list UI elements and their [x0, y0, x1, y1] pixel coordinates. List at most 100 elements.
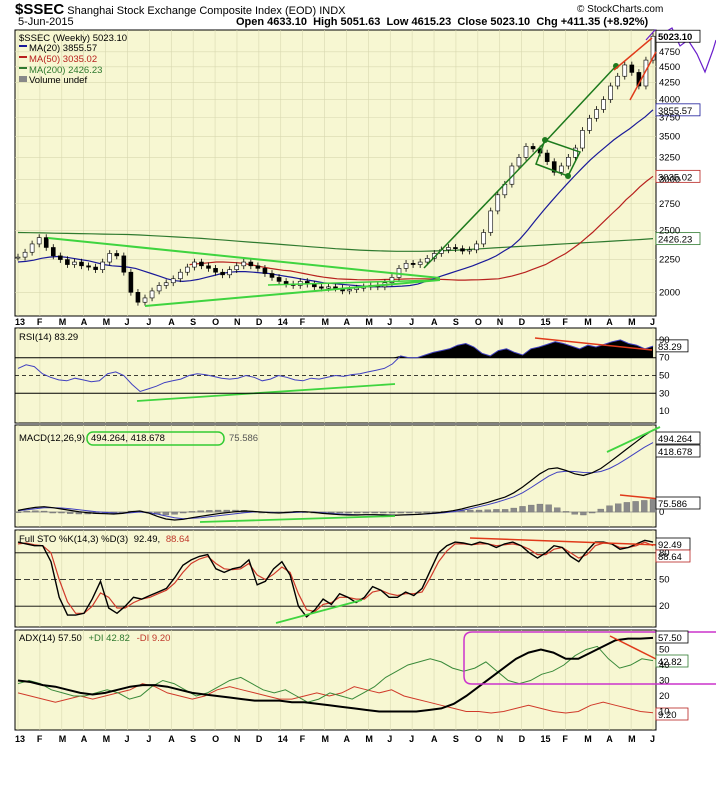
price-candle [622, 64, 628, 77]
price-candle [234, 265, 240, 270]
macd-hist-bar [484, 509, 491, 513]
mdi-value: -DI 9.20 [137, 633, 171, 644]
price-candle [326, 286, 331, 289]
price-candle [481, 232, 486, 245]
price-tick: 4250 [659, 78, 680, 89]
rsi-tick: 90 [659, 335, 670, 346]
rsi-trend-green [136, 383, 396, 402]
macd-hist-bar [554, 507, 561, 513]
x-tick-label-bottom: M [365, 734, 373, 744]
macd-value-box [86, 431, 225, 446]
x-tick-label: J [387, 317, 392, 327]
price-candle [495, 194, 501, 212]
price-candle [601, 99, 606, 110]
adx-value-box [655, 630, 689, 644]
price-candle [424, 258, 430, 263]
x-tick-label: A [168, 317, 175, 327]
chart-date: 5-Jun-2015 [18, 16, 74, 28]
adx-tick: 30 [659, 676, 670, 687]
macd-hist-bar [14, 511, 22, 513]
value-label-box [655, 29, 701, 43]
macd-hist-bar [475, 509, 483, 513]
rsi-line [17, 339, 654, 393]
price-tick: 2500 [659, 225, 680, 236]
x-tick-label: 15 [541, 317, 551, 327]
value-label-box [655, 169, 701, 183]
sto-value-text: 92.49 [658, 540, 682, 551]
x-tick-label-bottom: M [584, 734, 592, 744]
price-layer: 5023.10 3855.57 3035.02 2426.23 [15, 27, 716, 402]
legend-ma20-swatch [19, 45, 27, 47]
x-tick-label-bottom: M [103, 734, 111, 744]
tick-labels: 13 13 F F M M A A M M J J J J A A S S O O N N D D 14 14 F F M M A A M M J J… [15, 47, 680, 744]
legend-main: $SSEC (Weekly) 5023.10 [19, 33, 127, 44]
macd-trend-green [199, 515, 396, 523]
macd-hist-bar [162, 511, 170, 516]
x-tick-label: M [584, 317, 592, 327]
sto-tick: 20 [659, 601, 670, 612]
macd-hist-bar [354, 511, 361, 514]
pdi-value: +DI 42.82 [88, 633, 129, 644]
sto-k-line [17, 539, 654, 618]
legend-ma200-swatch [19, 67, 27, 69]
x-tick-label-bottom: M [628, 734, 636, 744]
x-tick-label-bottom: A [606, 734, 613, 744]
trendline-support [144, 279, 441, 307]
macd-hist-bar [197, 510, 204, 513]
macd-hist-bar [649, 499, 657, 513]
price-tick: 2750 [659, 199, 680, 210]
x-tick-label-bottom: N [234, 734, 241, 744]
macd-hist-bar [641, 500, 648, 513]
x-tick-label: J [650, 317, 655, 327]
x-tick-label-bottom: F [37, 734, 43, 744]
x-tick-label: M [322, 317, 330, 327]
legend-volume-swatch [19, 76, 27, 82]
price-candle [36, 237, 42, 245]
macd-hist-bar [58, 511, 65, 514]
macd-hist-bar [380, 511, 387, 514]
x-tick-label-bottom: J [387, 734, 392, 744]
price-candle [29, 243, 35, 253]
adx-tick: 40 [659, 660, 670, 671]
x-tick-label-bottom: J [124, 734, 129, 744]
price-candle [573, 147, 578, 158]
adx-panel [14, 629, 657, 731]
x-tick-label-bottom: O [475, 734, 482, 744]
price-tick: 3500 [659, 132, 680, 143]
x-tick-label: N [497, 317, 504, 327]
x-tick-label-bottom: A [431, 734, 438, 744]
watermark: © StockCharts.com [577, 4, 664, 15]
macd-hist-bar [588, 511, 596, 514]
macd-label: MACD(12,26,9) [19, 433, 85, 444]
price-candle [389, 277, 395, 284]
macd-hist-bar [519, 506, 526, 513]
macd-hist-bar [580, 511, 587, 516]
x-tick-label: F [300, 317, 306, 327]
price-candle [79, 261, 84, 267]
x-tick-label-bottom: D [256, 734, 263, 744]
price-tick: 3000 [659, 175, 680, 186]
price-candle [403, 262, 409, 269]
price-candle [142, 297, 148, 303]
macd-hist-bar [188, 511, 196, 513]
price-candle [213, 268, 218, 273]
sto-d-value: 88.64 [166, 534, 190, 545]
macd-hist-bar [223, 509, 230, 513]
x-tick-label-bottom: A [81, 734, 88, 744]
price-candle [93, 266, 98, 270]
macd-hist-bar [501, 509, 509, 513]
macd-trend-red [619, 494, 661, 500]
x-tick-label-bottom: J [650, 734, 655, 744]
x-tick-label: 13 [15, 317, 25, 327]
price-tick: 4750 [659, 47, 680, 58]
rsi-tick: 30 [659, 388, 670, 399]
price-candle [453, 247, 458, 249]
macd-value-text: 75.586 [658, 499, 687, 510]
price-candle [650, 35, 656, 61]
sto-value-text: 88.64 [658, 552, 682, 563]
macd-hist-bar [171, 511, 178, 515]
macd-trend-green-2 [606, 426, 661, 453]
adx-tick: 10 [659, 707, 670, 718]
macd-hist-bar [623, 502, 631, 513]
